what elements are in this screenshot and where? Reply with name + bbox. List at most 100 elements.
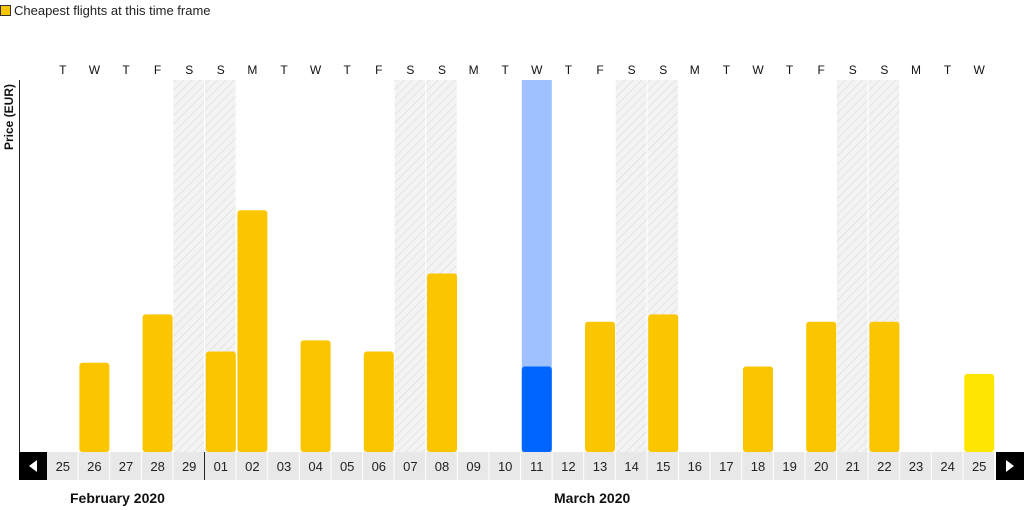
price-bar[interactable]: [427, 273, 457, 452]
chevron-left-icon: [29, 460, 37, 472]
weekday-label: F: [154, 63, 161, 77]
chart-legend: Cheapest flights at this time frame: [0, 0, 211, 20]
date-cell[interactable]: [426, 452, 457, 480]
price-bar[interactable]: [205, 351, 236, 452]
weekday-label: T: [944, 63, 952, 77]
price-bar[interactable]: [869, 321, 900, 452]
weekend-band: [837, 80, 868, 452]
weekday-label: T: [502, 63, 510, 77]
date-cell[interactable]: [805, 452, 836, 480]
weekday-label: T: [565, 63, 573, 77]
weekday-label: T: [344, 63, 352, 77]
date-cell[interactable]: [900, 452, 931, 480]
date-tick-label: 09: [466, 459, 480, 474]
date-cell[interactable]: [205, 452, 236, 480]
weekday-label: S: [628, 63, 636, 77]
legend-label: Cheapest flights at this time frame: [14, 2, 211, 18]
date-cell[interactable]: [742, 452, 773, 480]
weekend-band: [647, 80, 678, 452]
date-cell[interactable]: [931, 452, 963, 480]
date-tick-label: 12: [561, 459, 575, 474]
price-bar[interactable]: [237, 210, 268, 452]
price-bar[interactable]: [743, 366, 773, 452]
weekday-label: S: [880, 63, 888, 77]
date-cell[interactable]: [173, 452, 204, 480]
date-cell[interactable]: [837, 452, 868, 480]
price-bar-selected[interactable]: [521, 366, 552, 452]
weekday-label: M: [690, 63, 700, 77]
date-tick-label: 24: [940, 459, 954, 474]
price-bar-highlight[interactable]: [964, 373, 995, 452]
date-tick-label: 06: [372, 459, 386, 474]
weekday-label: S: [217, 63, 225, 77]
date-cell[interactable]: [679, 452, 710, 480]
date-tick-label: 10: [498, 459, 512, 474]
weekday-label: S: [849, 63, 857, 77]
weekday-label: S: [659, 63, 667, 77]
price-bar[interactable]: [648, 314, 679, 452]
date-tick-label: 05: [340, 459, 354, 474]
selected-day-column[interactable]: [521, 80, 552, 452]
weekend-band: [173, 80, 204, 452]
date-tick-label: 16: [688, 459, 702, 474]
weekday-label: T: [122, 63, 130, 77]
prev-dates-button[interactable]: [19, 452, 47, 480]
y-axis-line: [19, 80, 20, 452]
weekend-band: [868, 80, 900, 452]
date-tick-label: 08: [435, 459, 449, 474]
date-cell[interactable]: [710, 452, 742, 480]
date-tick-label: 04: [308, 459, 322, 474]
date-tick-label: 14: [624, 459, 638, 474]
date-tick-label: 20: [814, 459, 828, 474]
date-tick-label: 11: [530, 459, 544, 474]
weekday-label: T: [786, 63, 794, 77]
date-tick-label: 19: [782, 459, 796, 474]
date-cell[interactable]: [331, 452, 362, 480]
date-cell[interactable]: [78, 452, 110, 480]
price-bar[interactable]: [142, 314, 173, 452]
date-tick-label: 02: [245, 459, 259, 474]
date-tick-label: 23: [909, 459, 923, 474]
chevron-right-icon: [1006, 460, 1014, 472]
price-bar[interactable]: [585, 321, 615, 452]
date-tick-label: 27: [119, 459, 133, 474]
next-dates-button[interactable]: [996, 452, 1024, 480]
date-cell[interactable]: [963, 452, 994, 480]
month-label-march: March 2020: [554, 490, 631, 506]
weekday-label: S: [406, 63, 414, 77]
weekday-label: S: [438, 63, 446, 77]
y-axis-label: Price (EUR): [2, 83, 16, 151]
weekday-label: W: [310, 63, 322, 77]
date-cell[interactable]: [394, 452, 426, 480]
date-tick-label: 18: [751, 459, 765, 474]
date-cell[interactable]: [615, 452, 647, 480]
price-bar[interactable]: [79, 362, 110, 452]
date-tick-label: 25: [972, 459, 986, 474]
date-cell[interactable]: [489, 452, 520, 480]
legend-swatch: [0, 5, 11, 16]
date-cell[interactable]: [868, 452, 900, 480]
date-cell[interactable]: [299, 452, 331, 480]
date-cell[interactable]: [236, 452, 268, 480]
date-cell[interactable]: [268, 452, 299, 480]
date-cell[interactable]: [521, 452, 552, 480]
date-cell[interactable]: [773, 452, 805, 480]
price-bar[interactable]: [806, 321, 837, 452]
date-cell[interactable]: [647, 452, 678, 480]
date-cell[interactable]: [363, 452, 394, 480]
date-tick-label: 29: [182, 459, 196, 474]
date-cell[interactable]: [457, 452, 489, 480]
price-bar[interactable]: [300, 340, 331, 452]
date-tick-label: 22: [877, 459, 891, 474]
date-cell[interactable]: [110, 452, 141, 480]
date-cell[interactable]: [584, 452, 615, 480]
date-tick-label: 13: [593, 459, 607, 474]
date-cell[interactable]: [552, 452, 584, 480]
date-tick-label: 21: [846, 459, 860, 474]
weekday-label: W: [531, 63, 543, 77]
date-cell[interactable]: [141, 452, 173, 480]
price-bar[interactable]: [363, 351, 394, 452]
weekday-label: T: [59, 63, 67, 77]
date-cell[interactable]: [47, 452, 78, 480]
